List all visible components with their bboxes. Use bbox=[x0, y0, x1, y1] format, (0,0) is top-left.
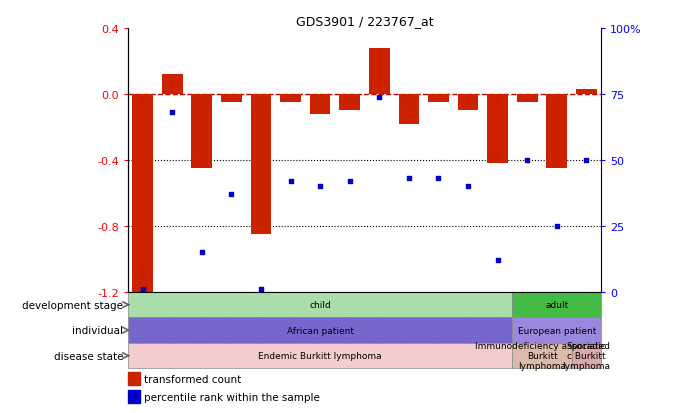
Text: disease state: disease state bbox=[54, 351, 123, 361]
Text: Immunodeficiency associated
Burkitt
lymphoma: Immunodeficiency associated Burkitt lymp… bbox=[475, 341, 609, 370]
Point bbox=[344, 178, 355, 185]
Bar bbox=[487, 95, 508, 164]
Bar bbox=[369, 49, 390, 95]
Bar bbox=[457, 95, 478, 111]
Point bbox=[226, 192, 237, 198]
Bar bbox=[221, 95, 242, 103]
Bar bbox=[162, 75, 182, 95]
Text: transformed count: transformed count bbox=[144, 374, 242, 384]
Text: African patient: African patient bbox=[287, 326, 354, 335]
Bar bbox=[428, 95, 449, 103]
Text: European patient: European patient bbox=[518, 326, 596, 335]
Bar bbox=[132, 95, 153, 292]
Bar bbox=[128, 390, 140, 403]
Text: development stage: development stage bbox=[22, 300, 123, 310]
Bar bbox=[128, 372, 140, 385]
Text: individual: individual bbox=[72, 325, 123, 335]
Bar bbox=[576, 90, 597, 95]
Text: percentile rank within the sample: percentile rank within the sample bbox=[144, 392, 320, 402]
Point bbox=[581, 157, 592, 164]
Point bbox=[522, 157, 533, 164]
Bar bbox=[310, 95, 330, 114]
Bar bbox=[547, 95, 567, 169]
Text: Sporadic
c Burkitt
lymphoma: Sporadic c Burkitt lymphoma bbox=[562, 341, 610, 370]
Bar bbox=[513, 343, 571, 368]
Point bbox=[404, 176, 415, 182]
Title: GDS3901 / 223767_at: GDS3901 / 223767_at bbox=[296, 15, 433, 28]
Point bbox=[462, 183, 473, 190]
Bar bbox=[513, 292, 601, 318]
Point bbox=[256, 286, 267, 293]
Point bbox=[374, 94, 385, 101]
Text: child: child bbox=[310, 300, 331, 309]
Point bbox=[285, 178, 296, 185]
Point bbox=[167, 110, 178, 116]
Bar bbox=[399, 95, 419, 124]
Point bbox=[551, 223, 562, 230]
Bar bbox=[571, 343, 601, 368]
Text: adult: adult bbox=[545, 300, 569, 309]
Bar bbox=[251, 95, 272, 235]
Point bbox=[196, 249, 207, 256]
Bar bbox=[191, 95, 212, 169]
Point bbox=[137, 286, 148, 293]
Bar bbox=[128, 292, 513, 318]
Bar bbox=[339, 95, 360, 111]
Point bbox=[492, 257, 503, 264]
Text: Endemic Burkitt lymphoma: Endemic Burkitt lymphoma bbox=[258, 351, 382, 360]
Bar bbox=[128, 318, 513, 343]
Bar bbox=[513, 318, 601, 343]
Point bbox=[433, 176, 444, 182]
Point bbox=[314, 183, 325, 190]
Bar bbox=[280, 95, 301, 103]
Bar bbox=[128, 343, 513, 368]
Bar bbox=[517, 95, 538, 103]
